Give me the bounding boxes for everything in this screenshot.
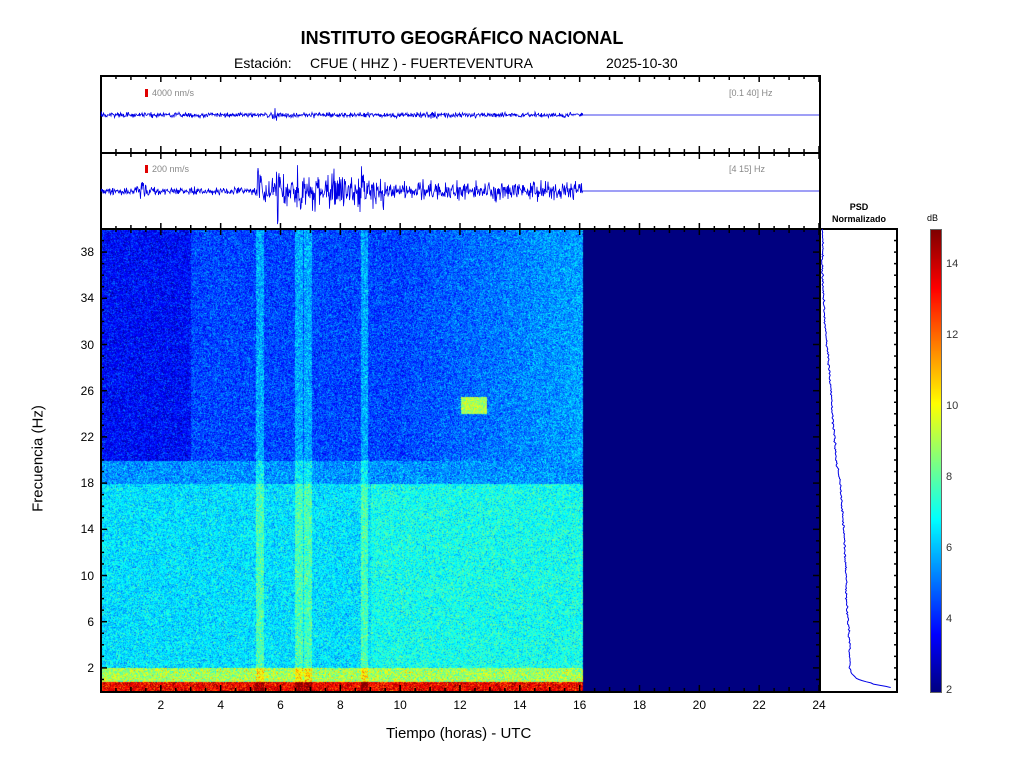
x-tick-label: 6: [277, 698, 284, 712]
psd-subtitle: Normalizado: [831, 214, 886, 224]
colorbar-tick-label: 8: [946, 470, 953, 483]
x-tick-label: 22: [752, 698, 766, 712]
x-axis-label: Tiempo (horas) - UTC: [386, 725, 532, 742]
x-tick-label: 12: [453, 698, 467, 712]
x-tick-label: 4: [217, 698, 224, 712]
station-label: Estación:: [234, 55, 292, 71]
x-tick-label: 8: [336, 698, 344, 712]
waveform-trace: [100, 165, 819, 225]
colorbar-tick-label: 6: [946, 541, 953, 554]
spectrogram-heatmap: [101, 229, 819, 691]
chart-title: INSTITUTO GEOGRÁFICO NACIONAL: [300, 28, 624, 48]
psd-curve: [821, 228, 891, 688]
y-tick-label: 18: [80, 476, 94, 491]
x-tick-label: 16: [572, 698, 587, 712]
colorbar: [930, 229, 942, 693]
y-tick-label: 14: [80, 522, 94, 537]
y-tick-label: 38: [80, 245, 94, 260]
y-tick-label: 34: [80, 291, 94, 306]
trace-scale-label: 4000 nm/s: [152, 88, 195, 98]
x-tick-label: 20: [692, 698, 706, 712]
trace-band-label: [4 15] Hz: [729, 164, 766, 174]
colorbar-tick-label: 12: [946, 328, 959, 341]
y-tick-label: 22: [80, 429, 94, 444]
colorbar-tick-label: 4: [946, 612, 953, 625]
scale-marker-icon: [145, 89, 148, 97]
psd-title: PSD: [849, 202, 869, 212]
y-tick-label: 30: [80, 337, 94, 352]
colorbar-label: dB: [927, 213, 939, 223]
waveform-layer: [100, 108, 819, 225]
x-tick-label: 24: [812, 698, 826, 712]
psd-panel: [819, 228, 898, 693]
date-label: 2025-10-30: [606, 55, 678, 71]
y-tick-label: 6: [87, 614, 94, 629]
y-tick-label: 26: [80, 383, 94, 398]
colorbar-tick-label: 2: [946, 684, 953, 696]
y-tick-label: 10: [80, 568, 94, 583]
colorbar-tick-label: 10: [946, 399, 959, 412]
x-tick-label: 18: [632, 698, 647, 712]
y-tick-label: 2: [87, 660, 94, 675]
x-tick-label: 10: [393, 698, 407, 712]
trace-band-label: [0.1 40] Hz: [729, 88, 773, 98]
trace-scale-label: 200 nm/s: [152, 164, 190, 174]
x-tick-label: 14: [513, 698, 527, 712]
station-name: CFUE ( HHZ ) - FUERTEVENTURA: [310, 55, 533, 71]
scale-marker-icon: [145, 165, 148, 173]
colorbar-tick-label: 14: [946, 257, 959, 270]
waveform-trace: [100, 108, 819, 121]
x-tick-label: 2: [157, 698, 165, 712]
